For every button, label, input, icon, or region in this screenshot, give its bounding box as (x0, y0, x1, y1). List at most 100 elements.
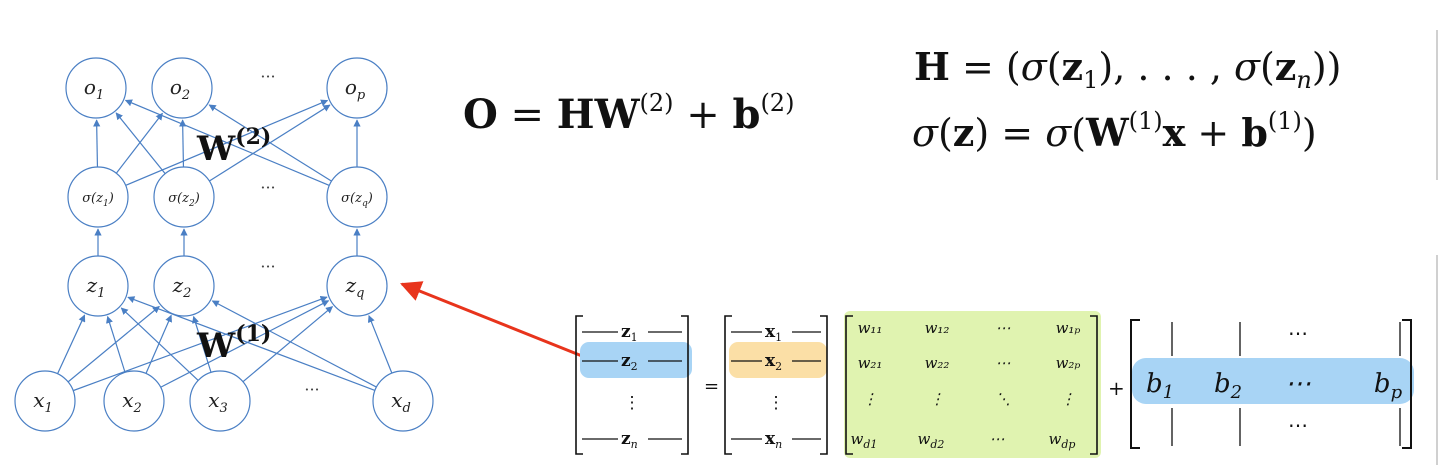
b-top-dots: ⋯ (1288, 321, 1308, 345)
z-row-4-label: zn (621, 429, 638, 451)
x-right-bracket (820, 315, 828, 455)
output-node-label-1: o1 (84, 75, 104, 103)
equation-output: O = HW(2) + b(2) (463, 89, 794, 138)
edge-input-2-hidden-0 (120, 307, 199, 381)
edge-input-1-hidden-2 (160, 300, 330, 388)
hidden-node-label-2: z2 (172, 273, 192, 301)
b-right-bracket (1402, 319, 1412, 449)
hidden-node-1 (67, 255, 129, 317)
output-node-2 (151, 57, 213, 119)
hidden-layer-ellipsis: ··· (260, 257, 275, 276)
matrix-equation: z1 z2 ⋮ zn x1 x2 ⋮ xn w₁₁ w₁₂ ⋯ w₁ₚ w₂₁ w₂₂ ⋯ w₂ₚ ⋮ ⋮ ⋱ ⋮ wd… (575, 311, 1414, 458)
hidden-node-2 (153, 255, 215, 317)
hidden-node-label-1: z1 (86, 273, 106, 301)
x-row-1-label: x1 (765, 322, 782, 344)
weight-label-w1: W(1) (196, 321, 271, 366)
w-cell-3-1: ⋮ (863, 390, 878, 408)
w-cell-3-2: ⋮ (930, 390, 945, 408)
edge-input-3-hidden-0 (127, 296, 376, 391)
output-node-3 (326, 57, 388, 119)
network-edges (57, 99, 393, 392)
output-node-label-3: op (345, 75, 366, 103)
w-cell-1-3: ⋯ (996, 319, 1011, 337)
w-cell-2-3: ⋯ (996, 354, 1011, 372)
output-node-label-2: o2 (170, 75, 190, 103)
edge-input-1-hidden-1 (145, 314, 172, 374)
edge-input-0-hidden-0 (57, 314, 86, 375)
matrix-plus-sign: + (1108, 376, 1125, 400)
activation-node-label-2: σ(z2) (168, 191, 200, 209)
w-cell-3-4: ⋮ (1061, 390, 1076, 408)
edge-activation-0-output-1 (115, 112, 163, 174)
edge-activation-1-output-0 (115, 112, 166, 175)
matrix-content: z1 z2 ⋮ zn x1 x2 ⋮ xn w₁₁ w₁₂ ⋯ w₁ₚ w₂₁ w₂₂ ⋯ w₂ₚ ⋮ ⋮ ⋱ ⋮ wd… (582, 319, 1403, 451)
x-row-2-label: x2 (765, 351, 782, 373)
right-edge-rule-top (1436, 30, 1438, 180)
z2-row-highlight (580, 342, 692, 378)
w-cell-1-2: w₁₂ (925, 319, 950, 337)
z-row-2-label: z2 (621, 351, 638, 373)
w-cell-2-2: w₂₂ (925, 354, 950, 372)
input-node-1 (14, 370, 76, 432)
hidden-node-label-3: zq (345, 273, 365, 301)
b-left-bracket (1130, 319, 1140, 449)
edge-activation-1-output-1 (179, 119, 187, 168)
network-nodes: o1 o2 op ··· σ(z1) σ(z2) σ(zq) ··· z1 z2 zq ··· x1 x2… (14, 57, 434, 432)
weight-label-w2: W(2) (196, 124, 271, 169)
b-cell-2: b2 (1214, 369, 1242, 403)
w-cell-4-4: wdp (1049, 430, 1076, 451)
edge-activation-0-output-0 (93, 119, 101, 168)
w-right-bracket (1090, 315, 1098, 455)
hidden-node-3 (326, 255, 388, 317)
equation-hidden: H = (σ(z1), . . . , σ(zn)) (914, 44, 1342, 94)
w-cell-1-1: w₁₁ (858, 319, 883, 337)
b-cell-1: b1 (1146, 369, 1174, 403)
w-cell-4-2: wd2 (918, 430, 945, 451)
edge-input-0-hidden-2 (72, 295, 328, 392)
activation-node-1 (67, 166, 129, 228)
matrix-equals-sign: = (704, 376, 719, 397)
z-row-1-label: z1 (621, 322, 638, 344)
input-node-2 (103, 370, 165, 432)
output-layer-ellipsis: ··· (260, 67, 275, 86)
b-cell-3: ⋯ (1285, 369, 1311, 399)
w-cell-2-1: w₂₁ (858, 354, 883, 372)
activation-node-2 (153, 166, 215, 228)
w-left-bracket (845, 315, 853, 455)
edge-input-3-hidden-2 (367, 315, 393, 374)
x2-row-highlight (729, 342, 827, 378)
input-node-label-1: x1 (33, 388, 53, 416)
w-matrix-highlight (844, 311, 1101, 458)
x-left-bracket (724, 315, 732, 455)
activation-node-3 (326, 166, 388, 228)
right-edge-rule-bottom (1436, 255, 1438, 465)
edge-input-2-hidden-2 (242, 306, 334, 383)
input-node-label-2: x2 (122, 388, 142, 416)
output-node-1 (65, 57, 127, 119)
edge-input-0-hidden-1 (67, 305, 160, 383)
red-pointer-arrow (400, 281, 583, 358)
w-cell-3-3: ⋱ (996, 390, 1011, 408)
edge-input-1-hidden-0 (106, 315, 126, 373)
b-cell-4: bp (1374, 369, 1403, 403)
edge-input-3-hidden-1 (211, 300, 377, 388)
x-vdots: ⋮ (768, 393, 785, 413)
input-node-3 (189, 370, 251, 432)
z-left-bracket (575, 315, 583, 455)
x-row-4-label: xn (765, 429, 782, 451)
w-cell-2-4: w₂ₚ (1056, 354, 1081, 372)
activation-node-label-3: σ(zq) (341, 191, 373, 209)
edge-activation-2-output-1 (208, 104, 332, 182)
input-node-label-3: x3 (208, 388, 228, 416)
input-layer-ellipsis: ··· (304, 380, 319, 399)
input-node-4 (372, 370, 434, 432)
b-bottom-dots: ⋯ (1288, 413, 1308, 437)
input-node-label-4: xd (391, 388, 411, 416)
activation-node-label-1: σ(z1) (82, 191, 114, 209)
edge-input-2-hidden-1 (192, 315, 212, 373)
w-cell-1-4: w₁ₚ (1056, 319, 1081, 337)
b-row-highlight (1132, 358, 1414, 404)
equation-activation: σ(z) = σ(W(1)x + b(1)) (912, 107, 1317, 155)
activation-layer-ellipsis: ··· (260, 178, 275, 197)
